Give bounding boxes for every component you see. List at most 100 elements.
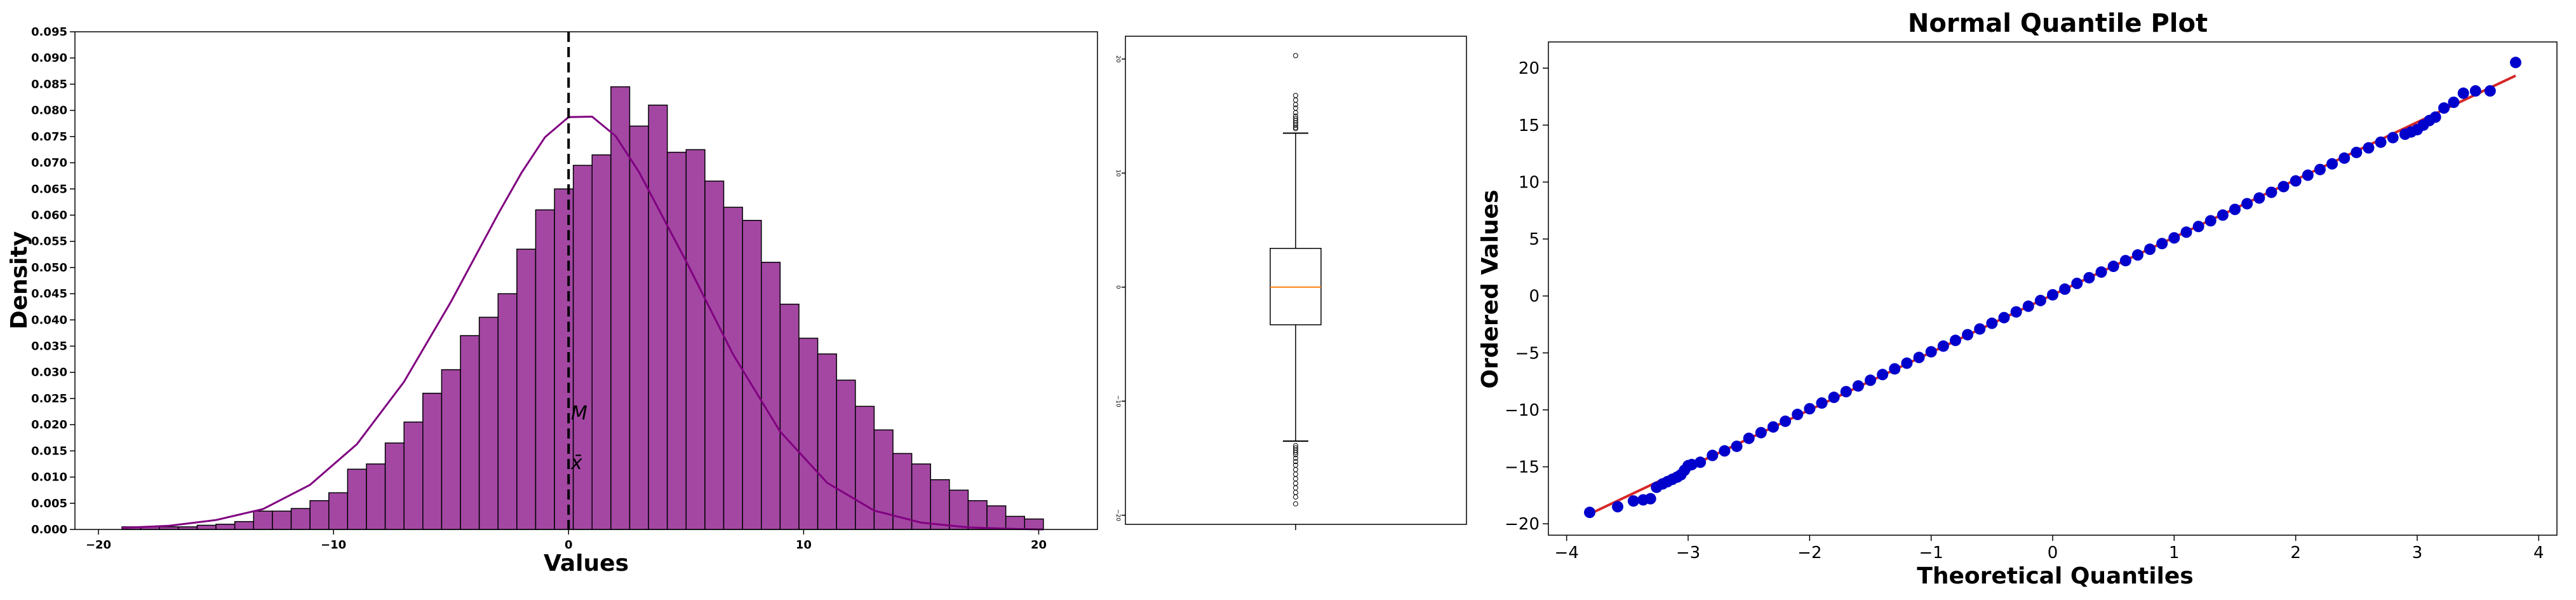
- qq-point: [1767, 421, 1779, 433]
- x-tick-label: 4: [2533, 543, 2544, 562]
- histogram-x-label: Values: [544, 550, 629, 576]
- qq-point: [1694, 456, 1707, 468]
- qq-point: [1816, 397, 1828, 409]
- histogram-bar: [836, 379, 856, 530]
- qq-point: [1877, 369, 1889, 381]
- histogram-y-ticks: 0.000 0.005 0.010 0.015 0.020 0.025 0.030 0.035…: [31, 25, 75, 536]
- boxplot-y-ticks: −20 −10 0 10 20: [1115, 55, 1125, 521]
- annotation-median: M: [571, 402, 587, 425]
- qq-point: [2438, 102, 2450, 114]
- outlier-point: [1293, 97, 1298, 103]
- histogram-bars: [121, 86, 1044, 530]
- qq-point: [1913, 351, 1925, 364]
- qq-point: [2241, 198, 2253, 210]
- qq-point: [2119, 255, 2131, 267]
- y-tick-label: 0.060: [31, 208, 67, 222]
- qq-panel: Normal Quantile Plot −4 −3 −2 −1 0 1 2 3 4 −20−1…: [1477, 9, 2558, 589]
- histogram-bar: [629, 125, 649, 530]
- qq-point: [1889, 363, 1901, 375]
- qq-point: [2314, 163, 2326, 175]
- y-tick-label: −10: [1115, 395, 1121, 407]
- qq-point: [2326, 158, 2338, 170]
- y-tick-label: 0.025: [31, 392, 67, 406]
- qq-point: [1755, 426, 1767, 439]
- y-tick-label: 15: [1519, 116, 1540, 135]
- qq-point: [2131, 249, 2143, 261]
- qq-point: [2059, 283, 2071, 295]
- qq-y-label: Ordered Values: [1477, 189, 1503, 388]
- qq-point: [2387, 132, 2399, 144]
- histogram-bar: [760, 261, 781, 530]
- x-tick-label: −2: [1797, 543, 1821, 562]
- outlier-point: [1293, 53, 1298, 58]
- x-tick-label: −3: [1676, 543, 1700, 562]
- histogram-bar: [253, 510, 273, 530]
- outlier-point: [1293, 122, 1298, 128]
- outlier-point: [1293, 494, 1298, 500]
- histogram-bar: [535, 209, 555, 530]
- histogram-bar: [648, 104, 668, 530]
- outlier-point: [1293, 102, 1298, 107]
- qq-point: [2083, 271, 2095, 283]
- qq-x-label: Theoretical Quantiles: [1917, 563, 2193, 589]
- y-tick-label: −5: [1515, 344, 1540, 363]
- histogram-bar: [290, 508, 311, 530]
- qq-point: [2290, 175, 2302, 187]
- outlier-point: [1293, 472, 1298, 477]
- qq-point: [1949, 334, 1961, 346]
- qq-point: [1804, 403, 1816, 415]
- y-tick-label: 0.040: [31, 313, 67, 327]
- histogram-bar: [441, 369, 461, 530]
- histogram-bar: [497, 293, 518, 530]
- y-tick-label: 0.045: [31, 287, 67, 301]
- histogram-bar: [554, 188, 574, 530]
- qq-point: [1974, 323, 1986, 335]
- qq-point: [2429, 111, 2441, 123]
- histogram-bar: [384, 442, 405, 530]
- qq-point: [1840, 386, 1852, 398]
- histogram-bar: [215, 524, 236, 530]
- histogram-bar: [930, 479, 950, 530]
- histogram-bar: [309, 500, 330, 530]
- histogram-bar: [723, 207, 743, 530]
- qq-point: [1627, 495, 1639, 507]
- histogram-bar: [986, 505, 1007, 530]
- qq-point: [2229, 203, 2241, 215]
- histogram-bar: [516, 249, 537, 530]
- y-tick-label: 0.015: [31, 444, 67, 458]
- x-tick-label: 1: [2169, 543, 2180, 562]
- y-tick-label: 0.005: [31, 497, 67, 510]
- histogram-bar: [591, 154, 612, 530]
- boxplot-fliers: [1293, 53, 1298, 507]
- outlier-point: [1293, 462, 1298, 468]
- x-tick-label: 20: [1031, 538, 1047, 552]
- qq-point: [1937, 340, 1949, 352]
- qq-point: [2107, 261, 2119, 273]
- y-tick-label: 20: [1519, 59, 1540, 78]
- y-tick-label: 0.075: [31, 130, 67, 144]
- histogram-bar: [347, 468, 367, 530]
- qq-point: [2168, 232, 2180, 244]
- y-tick-label: 0.055: [31, 235, 67, 249]
- qq-point: [1998, 311, 2010, 324]
- qq-point: [2457, 87, 2469, 99]
- qq-point: [1743, 432, 1755, 444]
- y-tick-label: 0.085: [31, 78, 67, 91]
- histogram-bar: [949, 489, 969, 530]
- qq-point: [2338, 152, 2351, 164]
- qq-point: [2363, 142, 2375, 154]
- y-tick-label: 10: [1519, 173, 1540, 192]
- histogram-bar: [1005, 515, 1026, 530]
- histogram-bar: [478, 317, 499, 530]
- outlier-point: [1293, 476, 1298, 482]
- outlier-point: [1293, 126, 1298, 132]
- qq-point: [1644, 493, 1656, 505]
- boxplot-panel: −20 −10 0 10 20: [1115, 36, 1467, 530]
- qq-point: [2509, 57, 2521, 69]
- histogram-bar: [234, 521, 255, 530]
- x-tick-label: 3: [2412, 543, 2423, 562]
- qq-point: [2253, 192, 2265, 204]
- qq-point: [1707, 449, 1719, 461]
- qq-x-ticks: −4 −3 −2 −1 0 1 2 3 4: [1555, 535, 2544, 562]
